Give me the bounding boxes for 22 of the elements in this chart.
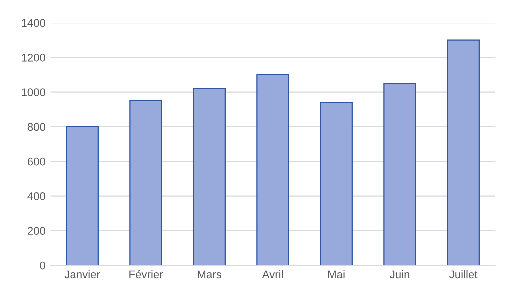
- bar: [320, 102, 353, 266]
- x-tick-label: Mai: [328, 270, 345, 279]
- bar: [384, 83, 416, 266]
- bar: [256, 74, 290, 266]
- x-tick-label: Juillet: [450, 270, 478, 279]
- y-tick-label: 200: [28, 227, 46, 236]
- y-tick-label: 400: [28, 192, 46, 200]
- bar: [447, 40, 480, 266]
- y-tick-label: 1400: [22, 19, 46, 28]
- x-tick-label: Juin: [390, 270, 410, 279]
- bar: [130, 100, 162, 266]
- x-tick-label: Février: [130, 270, 164, 279]
- x-tick-label: Janvier: [64, 270, 100, 279]
- y-tick-label: 1200: [22, 54, 46, 62]
- bar: [193, 88, 226, 266]
- y-tick-label: 600: [28, 158, 46, 166]
- x-tick-label: Mars: [198, 270, 222, 279]
- x-tick-label: Avril: [262, 270, 284, 278]
- y-tick-label: 1000: [22, 88, 46, 96]
- y-tick-label: 0: [40, 262, 46, 270]
- y-tick-label: 800: [28, 123, 46, 132]
- bar: [66, 126, 99, 266]
